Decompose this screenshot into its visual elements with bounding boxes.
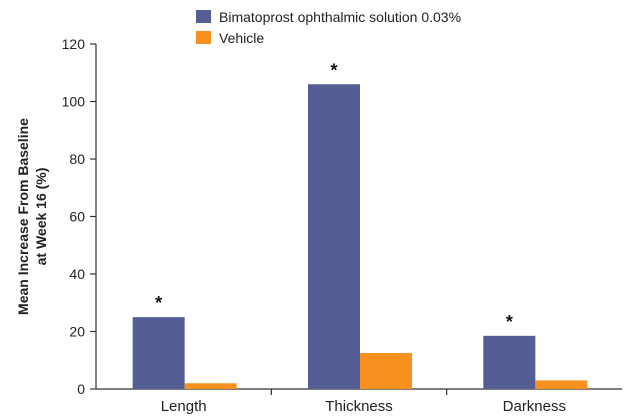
bar-darkness-series-1 — [535, 380, 588, 389]
legend-label: Vehicle — [219, 30, 264, 46]
legend: Bimatoprost ophthalmic solution 0.03% Veh… — [196, 9, 461, 46]
y-axis-label-line: at Week 16 (%) — [33, 168, 49, 266]
x-axis-ticks: Length Thickness Darkness — [161, 389, 566, 415]
y-tick-label: 40 — [69, 266, 85, 282]
bar-thickness-series-1 — [360, 353, 412, 389]
legend-swatch — [196, 31, 211, 44]
y-axis-label-line: Mean Increase From Baseline — [15, 118, 31, 315]
x-tick-label: Darkness — [503, 398, 566, 415]
y-axis-ticks: 0 20 40 60 80 100 120 — [62, 36, 96, 397]
x-tick-label: Length — [161, 398, 207, 415]
legend-swatch — [196, 10, 211, 23]
significance-asterisk: * — [330, 60, 337, 80]
legend-label: Bimatoprost ophthalmic solution 0.03% — [219, 9, 461, 25]
bar-thickness-series-0 — [308, 84, 360, 389]
bar-length-series-1 — [184, 383, 237, 389]
y-tick-label: 0 — [77, 381, 85, 397]
y-tick-label: 80 — [69, 151, 85, 167]
y-tick-label: 60 — [69, 209, 85, 225]
bar-darkness-series-0 — [483, 335, 536, 389]
significance-annotations: * * * — [155, 60, 513, 332]
y-tick-label: 20 — [69, 324, 85, 340]
bars — [132, 84, 588, 389]
significance-asterisk: * — [506, 312, 513, 332]
y-tick-label: 120 — [62, 36, 86, 52]
x-tick-label: Thickness — [325, 398, 393, 415]
y-tick-label: 100 — [62, 94, 86, 110]
significance-asterisk: * — [155, 293, 162, 313]
bar-length-series-0 — [132, 317, 185, 389]
y-axis-label: Mean Increase From Baseline at Week 16 (%… — [15, 118, 49, 315]
